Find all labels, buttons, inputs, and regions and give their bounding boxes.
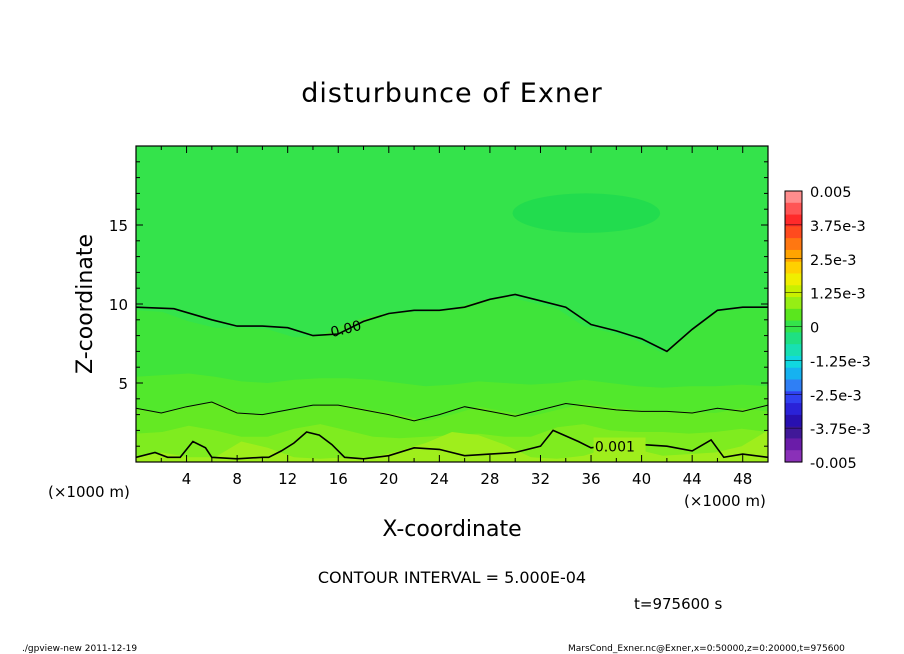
x-tick-label: 36: [581, 470, 600, 488]
x-axis-label: X-coordinate: [382, 517, 521, 542]
x-tick-label: 16: [329, 470, 348, 488]
colorbar-swatch: [785, 438, 802, 451]
colorbar-swatch: [785, 238, 802, 251]
y-tick-label: 5: [118, 375, 128, 393]
colorbar-swatch: [785, 379, 802, 392]
colorbar-swatch: [785, 214, 802, 227]
time-label: t=975600 s: [634, 595, 722, 613]
y-tick-label: 10: [109, 296, 128, 314]
colorbar-swatch: [785, 261, 802, 275]
colorbar-swatch: [785, 226, 802, 239]
colorbar-swatch: [785, 273, 802, 286]
x-unit-note-right: (×1000 m): [684, 492, 766, 510]
color-band-4: [136, 430, 768, 462]
contour-interval-note: CONTOUR INTERVAL = 5.000E-04: [318, 568, 586, 587]
colorbar-swatch: [785, 426, 802, 440]
contour-label-zero: 0.00: [329, 318, 363, 341]
contour-line-0: [136, 293, 768, 353]
x-tick-label: 40: [632, 470, 651, 488]
colorbar-swatch: [785, 367, 802, 381]
colorbar-swatch: [785, 297, 802, 310]
x-tick-label: 4: [182, 470, 192, 488]
colorbar-label: 3.75e-3: [810, 219, 866, 235]
colorbar-swatch: [785, 344, 802, 357]
x-tick-label: 8: [232, 470, 242, 488]
colorbar-swatch: [785, 249, 802, 263]
colorbar-swatch: [785, 191, 802, 204]
contour-line-1: [136, 401, 768, 422]
colorbar-swatch: [785, 332, 802, 345]
colorbar-label: 2.5e-3: [810, 253, 856, 269]
colorbar-label: 0: [810, 321, 819, 337]
x-tick-label: 48: [733, 470, 752, 488]
x-unit-note-left: (×1000 m): [48, 483, 130, 501]
colorbar-label: -0.005: [810, 456, 857, 472]
footer-right: MarsCond_Exner.nc@Exner,x=0:50000,z=0:20…: [568, 644, 845, 654]
x-tick-label: 28: [480, 470, 499, 488]
x-tick-label: 44: [683, 470, 702, 488]
x-tick-label: 20: [379, 470, 398, 488]
anomaly-patch: [512, 193, 661, 233]
colorbar-label: -2.5e-3: [810, 388, 862, 404]
colorbar-label: -1.25e-3: [810, 354, 871, 370]
colorbar-swatch: [785, 391, 802, 404]
contour-label-001: 0.001: [595, 440, 635, 456]
colorbar-label: 1.25e-3: [810, 287, 866, 303]
colorbar-swatch: [785, 450, 802, 463]
colorbar: 0.005 3.75e-3 2.5e-3 1.25e-3 0 -1.25e-3 -2.5e-…: [784, 185, 871, 472]
colorbar-swatch: [785, 414, 802, 428]
colorbar-swatch: [785, 355, 802, 369]
colorbar-label: 0.005: [810, 185, 852, 201]
colorbar-swatch: [785, 202, 802, 216]
x-tick-label: 12: [278, 470, 297, 488]
x-tick-label: 32: [531, 470, 550, 488]
colorbar-swatch: [785, 308, 802, 322]
colorbar-label: -3.75e-3: [810, 422, 871, 438]
colorbar-swatch: [785, 285, 802, 298]
footer-left: ./gpview-new 2011-12-19: [22, 644, 137, 654]
colorbar-swatch: [785, 403, 802, 416]
y-tick-label: 15: [109, 217, 128, 235]
chart-title: disturbunce of Exner: [301, 78, 602, 109]
y-axis-label: Z-coordinate: [73, 234, 98, 374]
x-tick-label: 24: [430, 470, 449, 488]
contour-label-bg: [593, 437, 646, 454]
